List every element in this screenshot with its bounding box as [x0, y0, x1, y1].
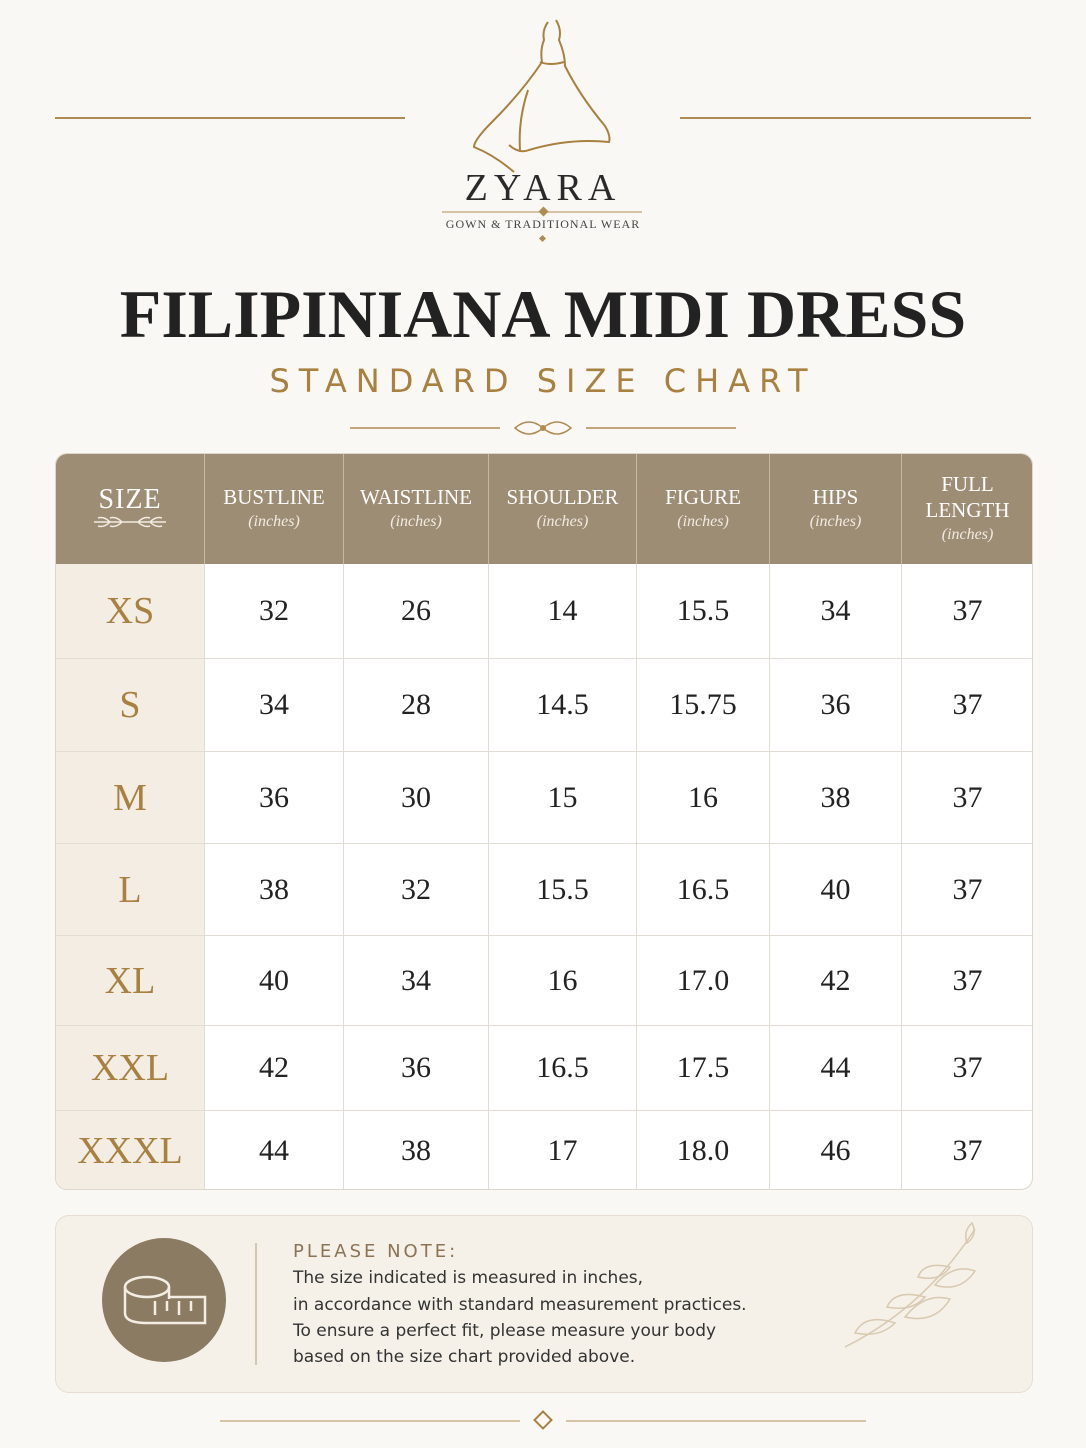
value-cell: 15 [489, 752, 637, 844]
value-cell: 18.0 [637, 1111, 770, 1189]
value-cell: 36 [770, 659, 902, 752]
header-cell: FIGURE (inches) [637, 454, 770, 564]
size-cell: L [56, 844, 205, 936]
header-cell: HIPS (inches) [770, 454, 902, 564]
header-label: WAISTLINE [360, 485, 472, 509]
value-cell: 46 [770, 1111, 902, 1189]
brand-name: ZYARA [464, 167, 622, 209]
value-cell: 26 [344, 564, 489, 659]
value-cell: 38 [770, 752, 902, 844]
note-line: The size indicated is measured in inches… [293, 1268, 644, 1288]
value-cell: 16 [489, 936, 637, 1026]
value-cell: 38 [205, 844, 344, 936]
note-icons [102, 1221, 977, 1365]
header-cell: WAISTLINE (inches) [344, 454, 489, 564]
header-unit: (inches) [536, 513, 589, 530]
value-cell: 28 [344, 659, 489, 752]
value-cell: 36 [344, 1026, 489, 1111]
header-cell: BUSTLINE (inches) [205, 454, 344, 564]
note-line: in accordance with standard measurement … [293, 1295, 747, 1315]
size-cell: XS [56, 564, 205, 659]
value-cell: 30 [344, 752, 489, 844]
size-cell: S [56, 659, 205, 752]
value-cell: 42 [205, 1026, 344, 1111]
value-cell: 37 [902, 844, 1032, 936]
value-cell: 38 [344, 1111, 489, 1189]
header-cell: FULL LENGTH (inches) [902, 454, 1032, 564]
value-cell: 44 [205, 1111, 344, 1189]
value-cell: 34 [770, 564, 902, 659]
header-label: FULL LENGTH [925, 472, 1010, 522]
value-cell: 14.5 [489, 659, 637, 752]
header-unit: (inches) [809, 513, 862, 530]
value-cell: 16.5 [637, 844, 770, 936]
size-table: SIZE BUSTLINE (inches) WAISTLINE (inches) SHO… [55, 453, 1033, 1190]
value-cell: 34 [205, 659, 344, 752]
header-label: SHOULDER [506, 485, 619, 509]
value-cell: 44 [770, 1026, 902, 1111]
note-line: To ensure a perfect fit, please measure … [293, 1321, 717, 1341]
header-cell: SIZE [56, 454, 205, 564]
title: FILIPINIANA MIDI DRESS [119, 276, 967, 352]
header-label: BUSTLINE [223, 485, 325, 509]
value-cell: 16 [637, 752, 770, 844]
size-cell: XL [56, 936, 205, 1026]
value-cell: 37 [902, 564, 1032, 659]
note-heading: PLEASE NOTE: [293, 1241, 459, 1262]
header-unit: (inches) [248, 513, 300, 530]
value-cell: 34 [344, 936, 489, 1026]
size-cell: M [56, 752, 205, 844]
header-label: SIZE [98, 484, 162, 515]
header-unit: (inches) [941, 526, 994, 543]
value-cell: 37 [902, 936, 1032, 1026]
value-cell: 40 [205, 936, 344, 1026]
value-cell: 32 [205, 564, 344, 659]
value-cell: 14 [489, 564, 637, 659]
header-label: HIPS [812, 485, 859, 509]
value-cell: 37 [902, 1026, 1032, 1111]
header-unit: (inches) [390, 513, 442, 530]
value-cell: 15.5 [489, 844, 637, 936]
brand-tagline: GOWN & TRADITIONAL WEAR [445, 217, 641, 231]
value-cell: 15.5 [637, 564, 770, 659]
header-unit: (inches) [677, 513, 729, 530]
size-cell: XXL [56, 1026, 205, 1111]
value-cell: 15.75 [637, 659, 770, 752]
value-cell: 32 [344, 844, 489, 936]
header-label: FIGURE [665, 485, 741, 509]
value-cell: 16.5 [489, 1026, 637, 1111]
laurel [94, 516, 166, 528]
value-cell: 17.5 [637, 1026, 770, 1111]
value-cell: 42 [770, 936, 902, 1026]
note-line: based on the size chart provided above. [293, 1347, 636, 1367]
value-cell: 36 [205, 752, 344, 844]
value-cell: 37 [902, 1111, 1032, 1189]
value-cell: 40 [770, 844, 902, 936]
header-cell: SHOULDER (inches) [489, 454, 637, 564]
value-cell: 37 [902, 659, 1032, 752]
size-cell: XXXL [56, 1111, 205, 1189]
subtitle: STANDARD SIZE CHART [269, 362, 817, 400]
value-cell: 17.0 [637, 936, 770, 1026]
value-cell: 17 [489, 1111, 637, 1189]
value-cell: 37 [902, 752, 1032, 844]
